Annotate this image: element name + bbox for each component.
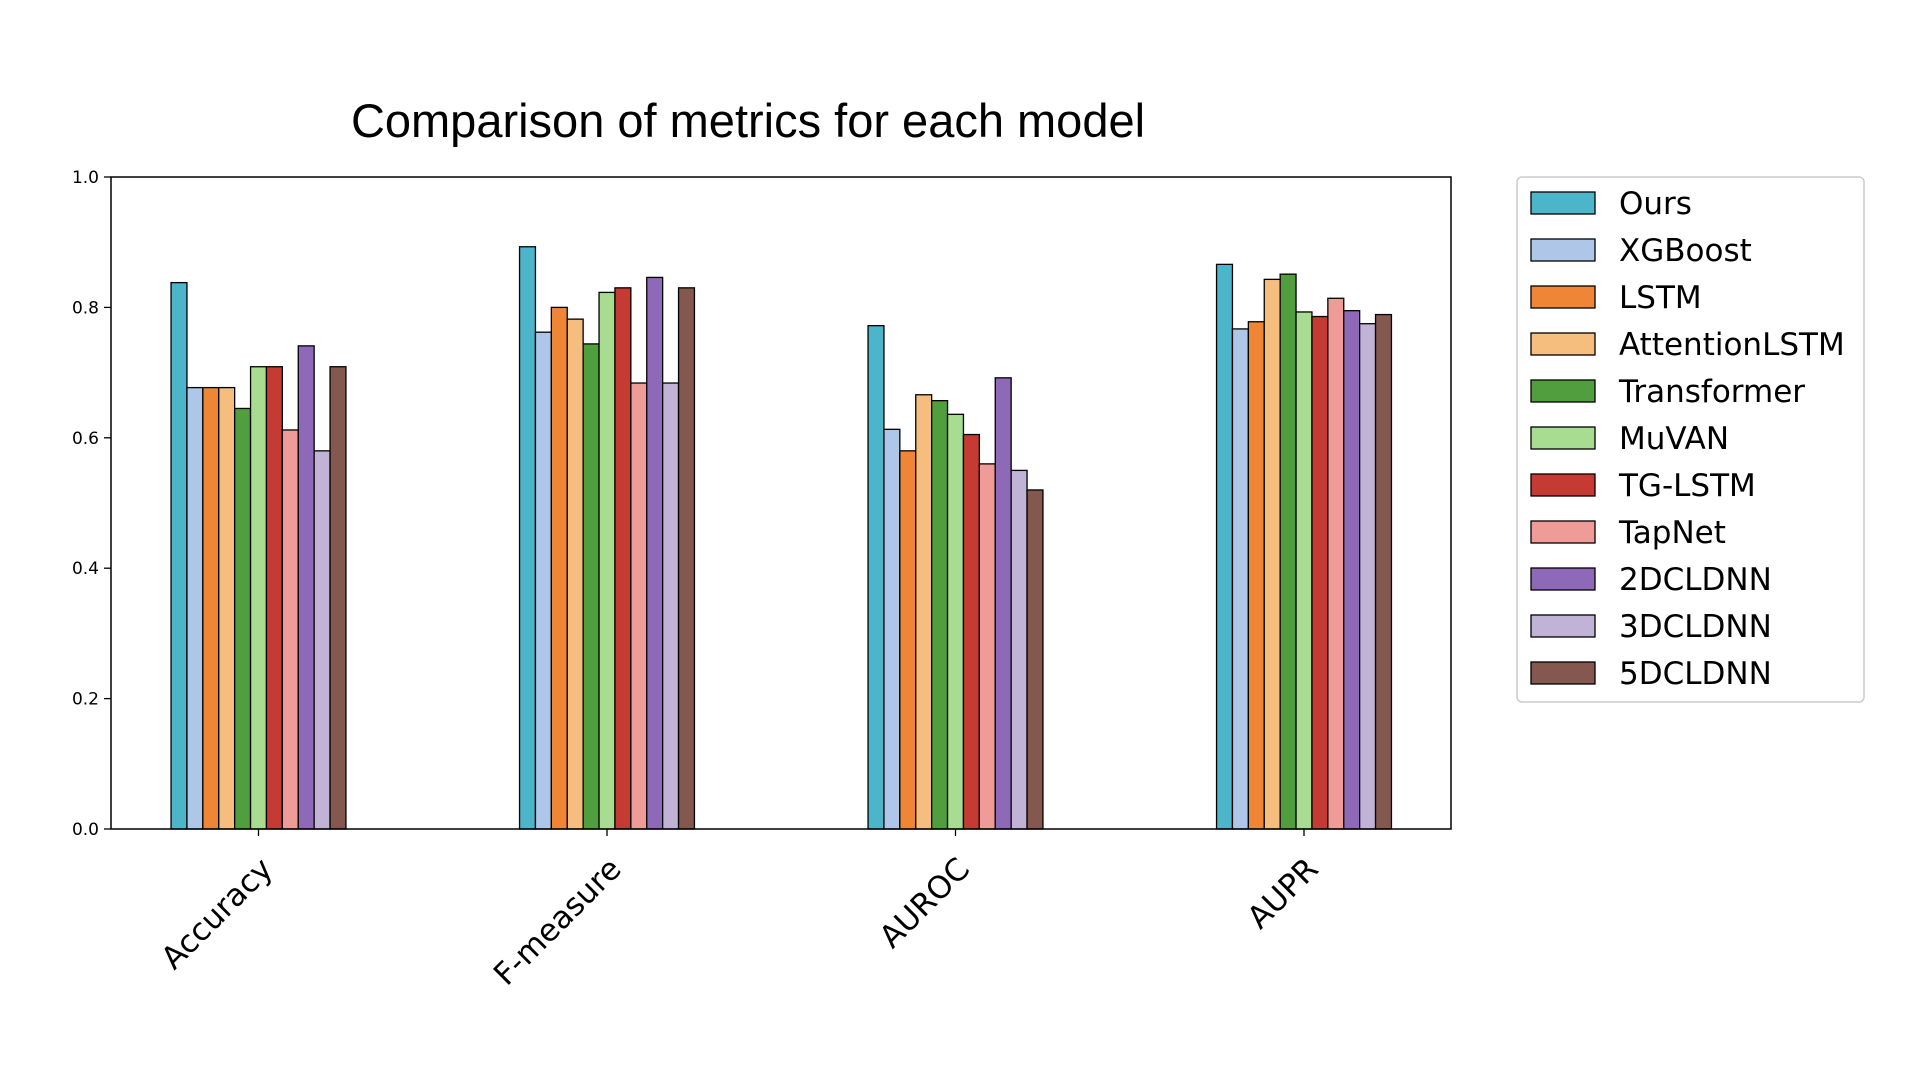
legend-label: LSTM <box>1619 280 1702 316</box>
legend-label: 2DCLDNN <box>1619 562 1772 598</box>
ytick-label: 0.0 <box>72 820 99 840</box>
xtick-label: F-measure <box>487 851 629 993</box>
bar-2dcldnn-aupr <box>1343 310 1361 830</box>
bar-ours-aupr <box>1215 263 1234 830</box>
bar-muvan-f-measure <box>598 291 616 830</box>
bar-ours-auroc <box>867 325 885 830</box>
bar-transformer-aupr <box>1279 273 1297 830</box>
legend-swatch <box>1530 191 1596 215</box>
xtick-label: AUROC <box>873 851 977 955</box>
legend-swatch <box>1530 379 1596 403</box>
ytick-label: 0.6 <box>72 429 99 449</box>
ytick-label: 1.0 <box>72 168 99 188</box>
legend-label: MuVAN <box>1619 421 1729 457</box>
bar-attentionlstm-f-measure <box>566 318 584 830</box>
bar-2dcldnn-auroc <box>994 377 1012 830</box>
xtick-label: AUPR <box>1241 851 1326 936</box>
chart-title: Comparison of metrics for each model <box>351 94 1145 147</box>
bar-attentionlstm-aupr <box>1263 278 1281 830</box>
bar-lstm-auroc <box>899 450 917 830</box>
y-axis: 0.0 0.2 0.4 0.6 0.8 1.0 <box>72 168 111 840</box>
legend-frame <box>1516 176 1865 703</box>
bar-tg-lstm-aupr <box>1311 315 1329 830</box>
legend-swatch <box>1530 614 1596 638</box>
legend-swatch <box>1530 285 1596 309</box>
bars-layer <box>170 246 1393 830</box>
bar-5dcldnn-aupr <box>1374 313 1393 830</box>
bar-tapnet-accuracy <box>281 429 299 830</box>
bar-2dcldnn-f-measure <box>646 276 664 830</box>
xtick-label: Accuracy <box>154 851 280 977</box>
bar-tg-lstm-f-measure <box>614 287 632 830</box>
legend-swatch <box>1530 332 1596 356</box>
legend-swatch <box>1530 520 1596 544</box>
legend-swatch <box>1530 661 1596 685</box>
legend-label: TG-LSTM <box>1618 468 1756 504</box>
bar-lstm-f-measure <box>550 306 568 830</box>
legend-label: 3DCLDNN <box>1619 609 1772 645</box>
bar-xgboost-aupr <box>1231 328 1249 830</box>
ytick-label: 0.8 <box>72 298 99 318</box>
bar-muvan-aupr <box>1295 311 1313 830</box>
bar-tg-lstm-accuracy <box>265 366 284 830</box>
legend-label: Transformer <box>1618 374 1805 410</box>
bar-tapnet-auroc <box>978 463 996 830</box>
bar-5dcldnn-f-measure <box>677 287 696 830</box>
bar-muvan-accuracy <box>249 366 268 830</box>
legend-swatch <box>1530 567 1596 591</box>
bar-xgboost-f-measure <box>534 331 553 830</box>
bar-3dcldnn-aupr <box>1359 323 1377 830</box>
bar-3dcldnn-accuracy <box>313 450 331 830</box>
legend-label: TapNet <box>1618 515 1726 551</box>
bar-xgboost-accuracy <box>186 386 204 830</box>
bar-5dcldnn-auroc <box>1026 489 1044 830</box>
bar-tapnet-f-measure <box>630 382 648 830</box>
bar-tapnet-aupr <box>1327 297 1345 830</box>
bar-transformer-accuracy <box>233 407 252 830</box>
bar-transformer-f-measure <box>582 343 600 830</box>
bar-2dcldnn-accuracy <box>297 345 315 830</box>
ytick-label: 0.4 <box>72 559 99 579</box>
bar-3dcldnn-f-measure <box>662 382 680 830</box>
legend-swatch <box>1530 473 1596 497</box>
legend-label: 5DCLDNN <box>1619 656 1772 692</box>
bar-3dcldnn-auroc <box>1010 469 1028 830</box>
x-axis: Accuracy F-measure AUROC AUPR <box>154 829 1326 993</box>
legend-label: AttentionLSTM <box>1619 327 1845 363</box>
bar-lstm-aupr <box>1247 321 1265 830</box>
ytick-label: 0.2 <box>72 690 99 710</box>
legend-swatch <box>1530 426 1596 450</box>
bar-attentionlstm-auroc <box>915 394 933 830</box>
bar-muvan-auroc <box>946 413 965 830</box>
legend-swatch <box>1530 238 1596 262</box>
legend-label: XGBoost <box>1619 233 1752 269</box>
bar-tg-lstm-auroc <box>962 433 981 830</box>
bar-ours-f-measure <box>518 246 537 830</box>
bar-xgboost-auroc <box>883 428 901 830</box>
bar-transformer-auroc <box>931 399 949 830</box>
bar-5dcldnn-accuracy <box>329 366 347 830</box>
bar-lstm-accuracy <box>202 386 220 830</box>
plot-frame <box>110 176 1452 830</box>
legend: Ours XGBoost LSTM AttentionLSTM Transformer M… <box>1516 176 1865 703</box>
legend-label: Ours <box>1619 186 1692 222</box>
bar-ours-accuracy <box>170 281 188 830</box>
bar-attentionlstm-accuracy <box>218 386 236 830</box>
